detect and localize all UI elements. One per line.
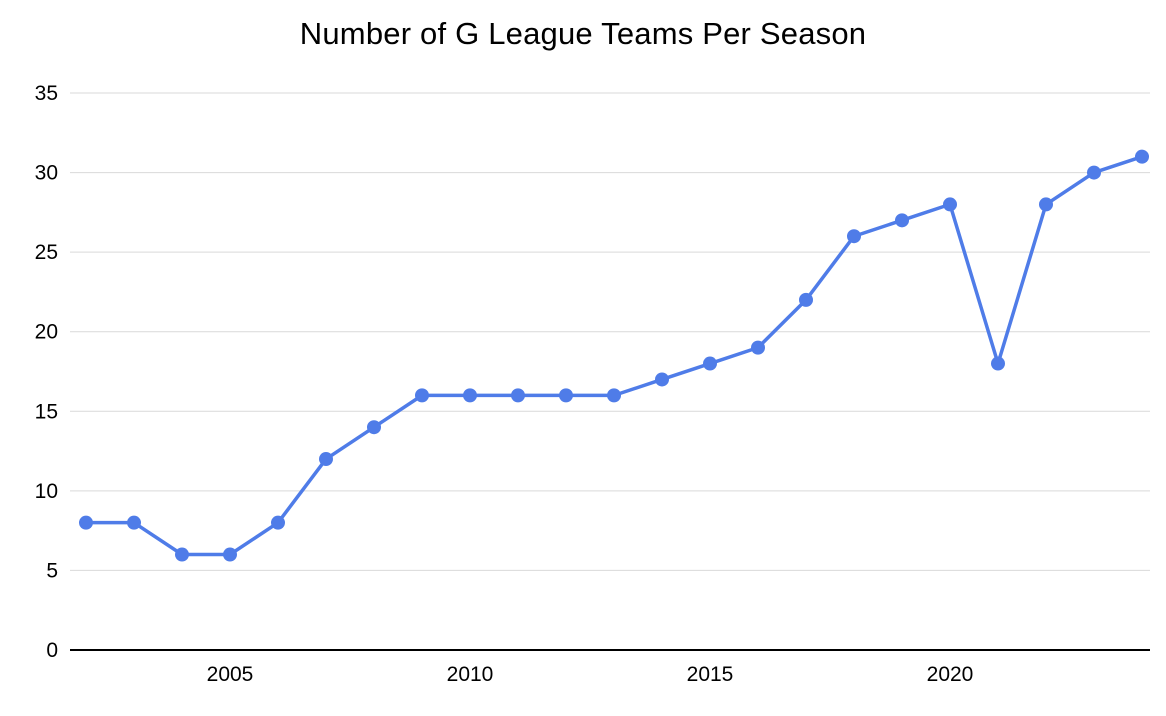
data-point [127, 515, 141, 530]
x-tick-label: 2005 [207, 663, 254, 686]
data-point [319, 452, 333, 467]
data-point [511, 388, 525, 403]
data-point [991, 356, 1005, 371]
y-tick-label: 10 [35, 480, 58, 503]
data-point [847, 229, 861, 244]
x-tick-label: 2020 [927, 663, 974, 686]
y-tick-label: 15 [35, 400, 58, 423]
y-tick-label: 35 [35, 82, 58, 105]
chart-title: Number of G League Teams Per Season [299, 16, 867, 51]
x-tick-label: 2010 [447, 663, 494, 686]
y-tick-label: 25 [35, 241, 58, 264]
data-point [895, 213, 909, 228]
data-point [655, 372, 669, 387]
data-point [1135, 149, 1149, 164]
data-point [463, 388, 477, 403]
y-tick-label: 5 [46, 559, 58, 582]
data-point [223, 547, 237, 562]
y-tick-label: 30 [35, 162, 58, 185]
data-point [175, 547, 189, 562]
data-point [415, 388, 429, 403]
data-point [799, 292, 813, 307]
y-tick-label: 20 [35, 321, 58, 344]
data-point [607, 388, 621, 403]
data-point [751, 340, 765, 355]
data-point [271, 515, 285, 530]
line-series [84, 154, 1144, 557]
x-tick-label: 2015 [687, 663, 734, 686]
data-point [703, 356, 717, 371]
data-point [367, 420, 381, 435]
data-point [1039, 197, 1053, 212]
data-point [559, 388, 573, 403]
data-point [943, 197, 957, 212]
y-tick-label: 0 [46, 639, 58, 662]
data-point [1087, 165, 1101, 180]
data-point [79, 515, 93, 530]
